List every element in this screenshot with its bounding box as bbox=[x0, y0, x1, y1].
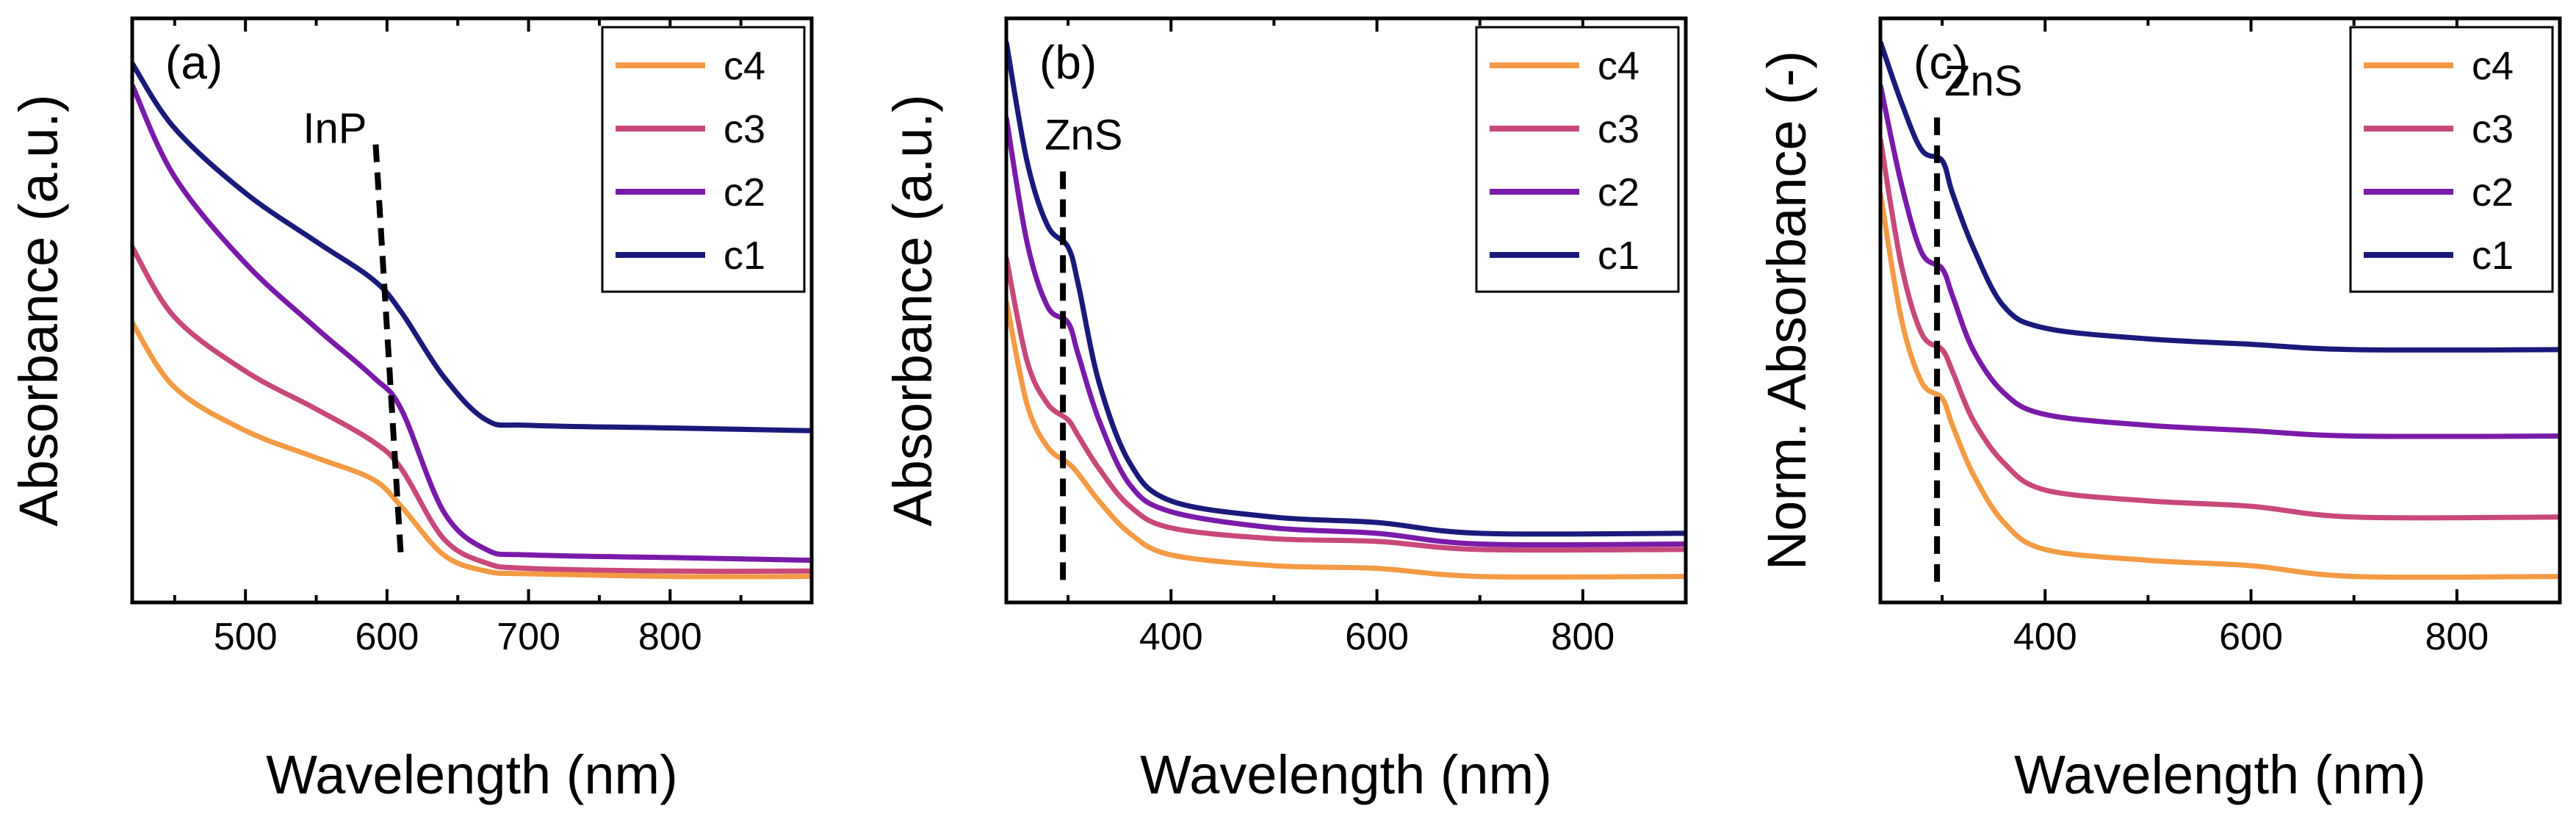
x-tick-label: 500 bbox=[214, 616, 278, 658]
series-line-c2 bbox=[1006, 117, 1686, 548]
x-tick-label: 800 bbox=[2425, 616, 2489, 658]
legend-label-c3: c3 bbox=[2472, 107, 2514, 151]
plot-frame bbox=[1878, 16, 2562, 605]
legend-label-c4: c4 bbox=[1598, 44, 1639, 88]
series-line-c1 bbox=[1006, 41, 1686, 537]
x-tick-label: 400 bbox=[2013, 616, 2077, 658]
series-line-c4 bbox=[1006, 300, 1686, 580]
annotation-label: ZnS bbox=[1045, 111, 1122, 159]
legend-box bbox=[2349, 26, 2554, 293]
legend-label-c2: c2 bbox=[1598, 170, 1639, 215]
x-axis-title: Wavelength (nm) bbox=[266, 744, 678, 805]
y-axis-title: Absorbance (a.u.) bbox=[8, 94, 69, 526]
series-line-c4 bbox=[132, 321, 812, 580]
legend-label-c2: c2 bbox=[2472, 170, 2514, 215]
annotation-dashed-line bbox=[372, 144, 405, 561]
panel-label: (c) bbox=[1913, 36, 1969, 89]
legend-label-c4: c4 bbox=[2472, 44, 2514, 88]
x-tick-label: 800 bbox=[638, 616, 702, 658]
legend-label-c2: c2 bbox=[724, 170, 765, 215]
y-axis-title: Absorbance (a.u.) bbox=[882, 94, 943, 526]
plot-frame bbox=[1004, 16, 1688, 605]
x-tick-label: 700 bbox=[497, 616, 560, 658]
panel-1: InP 500 600 700 800 Wavelength (nm) Absorbance… bbox=[8, 16, 814, 805]
legend-box bbox=[1475, 26, 1680, 293]
plot-frame bbox=[130, 16, 814, 605]
x-tick-label: 600 bbox=[2219, 616, 2283, 658]
annotation-label: ZnS bbox=[1944, 57, 2022, 105]
legend-box bbox=[601, 26, 806, 293]
series-line-c1 bbox=[132, 62, 812, 433]
legend-label-c1: c1 bbox=[1598, 234, 1639, 278]
x-tick-label: 800 bbox=[1551, 616, 1614, 658]
legend-label-c3: c3 bbox=[724, 107, 765, 151]
legend: c4 c3 c2 c1 bbox=[601, 26, 806, 293]
legend-label-c3: c3 bbox=[1598, 107, 1639, 151]
legend-label-c1: c1 bbox=[2472, 234, 2514, 278]
legend: c4 c3 c2 c1 bbox=[2349, 26, 2554, 293]
panel-3: ZnS 400 600 800 Wavelength (nm) Norm. Absorba… bbox=[1756, 16, 2562, 805]
series-line-c3 bbox=[132, 245, 812, 575]
legend: c4 c3 c2 c1 bbox=[1475, 26, 1680, 293]
x-tick-label: 600 bbox=[355, 616, 419, 658]
panel-label: (a) bbox=[165, 36, 223, 89]
panel-label: (b) bbox=[1039, 36, 1097, 89]
panel-2: ZnS 400 600 800 Wavelength (nm) Absorbance (a… bbox=[882, 16, 1688, 805]
series-line-c1 bbox=[1880, 40, 2560, 353]
series-line-c4 bbox=[1880, 192, 2560, 580]
annotation-label: InP bbox=[303, 105, 367, 153]
x-axis-title: Wavelength (nm) bbox=[2014, 744, 2426, 805]
x-axis-title: Wavelength (nm) bbox=[1140, 744, 1552, 805]
series-line-c3 bbox=[1880, 138, 2560, 521]
y-axis-title: Norm. Absorbance (-) bbox=[1756, 51, 1817, 570]
legend-label-c1: c1 bbox=[724, 234, 765, 278]
x-tick-label: 600 bbox=[1345, 616, 1409, 658]
series-line-c2 bbox=[132, 84, 812, 564]
series-line-c3 bbox=[1006, 257, 1686, 553]
series-line-c2 bbox=[1880, 84, 2560, 439]
x-tick-label: 400 bbox=[1139, 616, 1203, 658]
legend-label-c4: c4 bbox=[724, 44, 765, 88]
